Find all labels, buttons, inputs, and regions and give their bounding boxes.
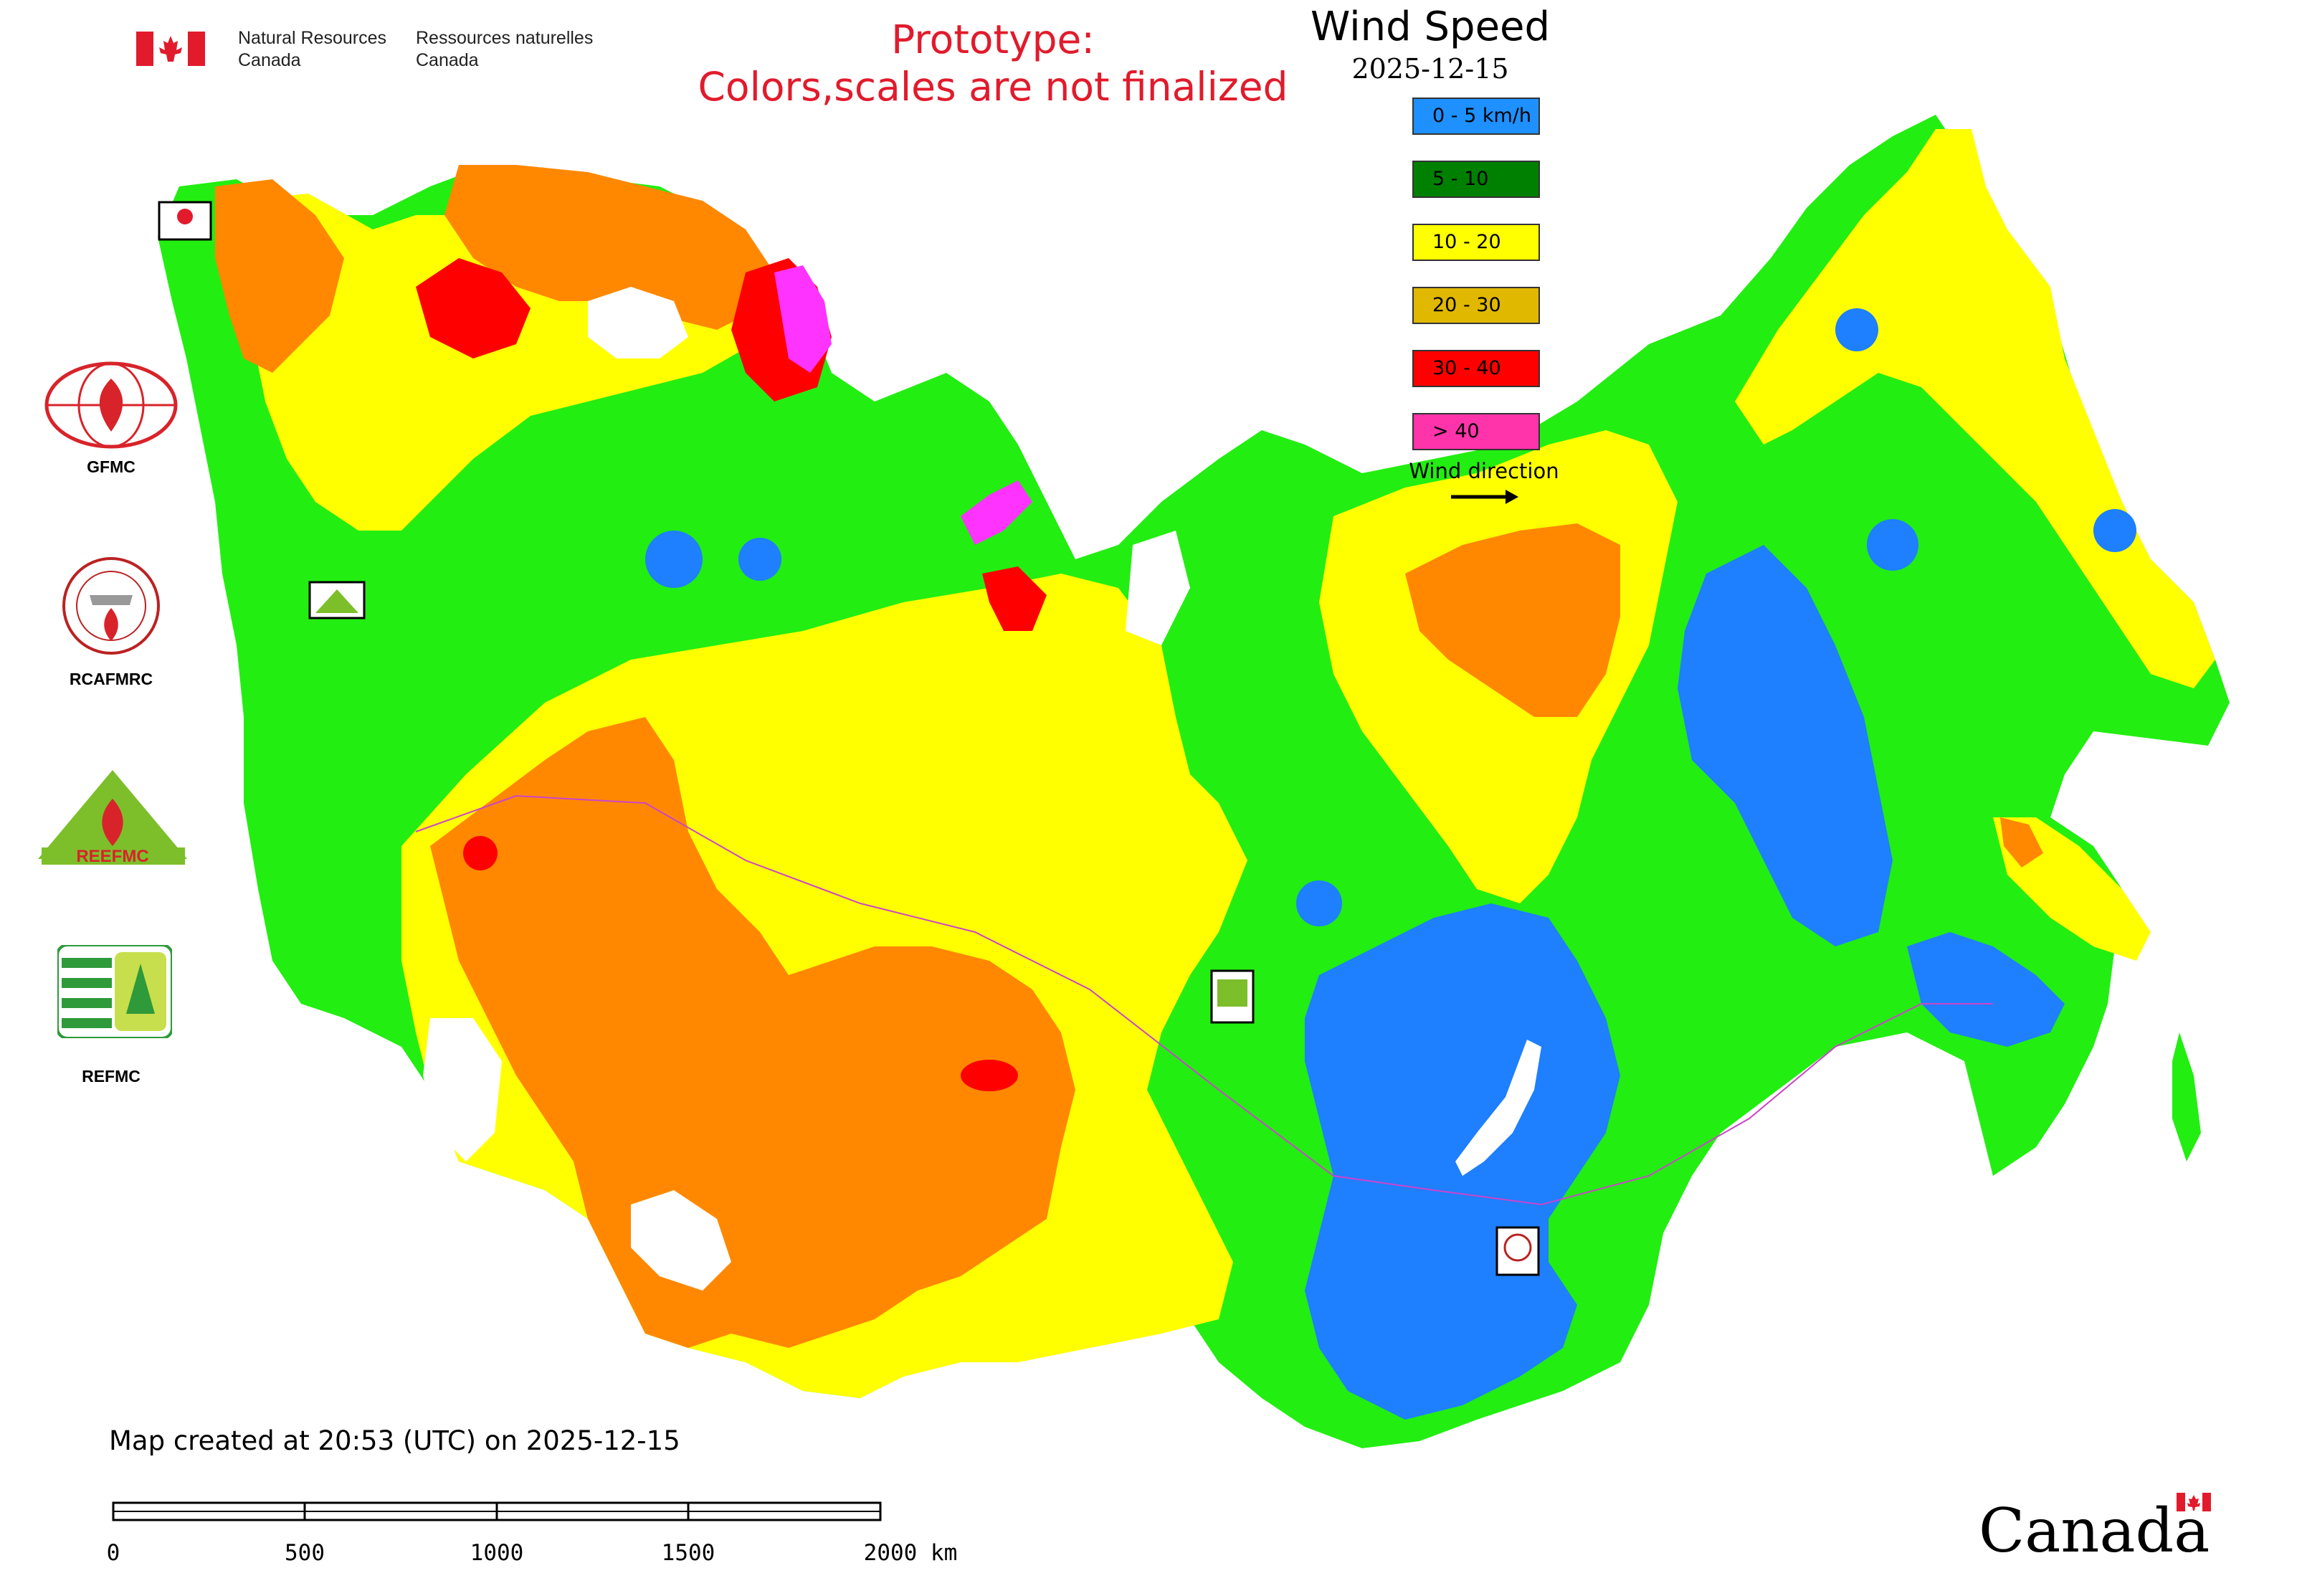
map-marker-reefmc [308, 581, 366, 619]
svg-text:REEFMC: REEFMC [76, 847, 148, 866]
calm-spot-6 [738, 538, 781, 581]
novaya-zemlya [961, 480, 1032, 545]
legend-item-gale: > 40 [1412, 413, 1540, 450]
fresh-zone-kola [444, 165, 774, 330]
moderate-zone-northeast [1735, 129, 2215, 688]
scale-tick-1000: 1000 [470, 1540, 524, 1566]
prototype-notice: Prototype: Colors,scales are not finaliz… [617, 16, 1369, 110]
partner-caption-gfmc: GFMC [87, 457, 135, 476]
canada-flag-icon [136, 32, 205, 66]
strong-spot-west [463, 836, 498, 870]
wind-direction-label: Wind direction [1409, 459, 1559, 483]
wind-direction-arrow-icon [1451, 490, 1518, 504]
white-sea [588, 287, 688, 358]
prototype-line-2: Colors,scales are not finalized [698, 64, 1288, 110]
aral-desert [631, 1190, 731, 1291]
nrcan-name-en: Natural Resources Canada [238, 28, 387, 70]
calm-spot-1 [1835, 308, 1878, 351]
calm-spot-2 [1867, 519, 1918, 571]
refmc-logo-icon [57, 945, 172, 1038]
scale-tick-500: 500 [285, 1540, 325, 1566]
sakhalin [2172, 1032, 2201, 1162]
reefmc-logo-icon: REEFMC [38, 770, 187, 866]
legend-item-moderate: 10 - 20 [1412, 224, 1540, 261]
partner-gfmc: GFMC [29, 358, 194, 488]
country-borders [415, 794, 1993, 1206]
fresh-zone-siberia [1405, 523, 1620, 717]
scale-tick-1500: 1500 [662, 1540, 715, 1566]
gulf-of-ob [1126, 531, 1190, 645]
nrcan-signature: Natural Resources Canada Ressources natu… [136, 27, 602, 77]
fresh-zone-scandinavia [215, 179, 344, 373]
strong-zone-central [961, 1060, 1018, 1091]
novaya-zemlya-south [982, 566, 1047, 631]
scale-tick-2000: 2000 km [864, 1540, 958, 1566]
legend-item-light: 5 - 10 [1412, 161, 1540, 198]
legend-item-strong: 30 - 40 [1412, 350, 1540, 387]
calm-zone-amur [1907, 932, 2065, 1047]
legend-item-calm: 0 - 5 km/h [1412, 98, 1540, 135]
partner-caption-refmc: REFMC [82, 1067, 141, 1086]
partner-refmc: REFMC [29, 945, 194, 1096]
scale-bar: 0 500 1000 1500 2000 km [107, 1501, 958, 1566]
map-created-timestamp: Map created at 20:53 (UTC) on 2025-12-15 [109, 1425, 680, 1456]
fresh-zone-kazakhstan [430, 717, 1075, 1348]
partner-caption-rcafmrc: RCAFMRC [69, 670, 153, 688]
partner-reefmc: REEFMC [29, 767, 194, 875]
lake-baikal [1455, 1040, 1541, 1176]
canada-wordmark-text: Canada [1979, 1496, 2210, 1564]
gale-zone-barents [774, 265, 832, 373]
calm-spot-5 [645, 531, 703, 588]
calm-spot-3 [2093, 509, 2136, 552]
map-title: Wind Speed [1310, 4, 1551, 50]
partner-rcafmrc: RCAFMRC [29, 552, 194, 695]
prototype-line-1: Prototype: [891, 16, 1095, 62]
gfmc-logo-icon [44, 361, 178, 449]
map-marker-gfmc [158, 201, 212, 241]
canada-wordmark: Canada [1979, 1493, 2211, 1564]
wordmark-flag-icon [2177, 1493, 2211, 1511]
map-marker-rcafmrc [1495, 1226, 1540, 1276]
strong-zone-kola [416, 258, 531, 358]
calm-spot-4 [1296, 880, 1342, 926]
map-date: 2025-12-15 [1351, 53, 1509, 85]
map-marker-refmc [1210, 969, 1255, 1024]
kamchatka-tip [2000, 817, 2043, 868]
calm-zone-yakutia [1678, 545, 1893, 946]
rcafmrc-logo-icon [62, 557, 160, 655]
legend-item-fresh: 20 - 30 [1412, 287, 1540, 324]
scale-tick-0: 0 [107, 1540, 120, 1566]
nrcan-name-fr: Ressources naturelles Canada [416, 28, 594, 70]
caspian-cut [423, 1018, 502, 1162]
